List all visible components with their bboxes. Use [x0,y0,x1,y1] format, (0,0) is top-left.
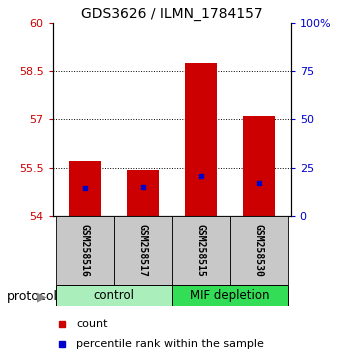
Bar [172,285,288,306]
Text: GSM258515: GSM258515 [196,224,206,277]
Bar [172,216,230,285]
Text: ▶: ▶ [37,290,47,303]
Text: GSM258517: GSM258517 [138,224,148,277]
Text: GSM258530: GSM258530 [254,224,264,277]
Title: GDS3626 / ILMN_1784157: GDS3626 / ILMN_1784157 [81,7,262,21]
Bar [243,116,275,216]
Text: control: control [93,289,134,302]
Text: GSM258516: GSM258516 [80,224,90,277]
Bar [127,170,159,216]
Text: count: count [76,319,107,329]
Text: percentile rank within the sample: percentile rank within the sample [76,339,264,349]
Text: protocol: protocol [7,290,58,303]
Text: MIF depletion: MIF depletion [190,289,270,302]
Bar [230,216,288,285]
Bar [56,216,114,285]
Bar [185,63,217,216]
Bar [69,161,101,216]
Bar [114,216,172,285]
Bar [56,285,172,306]
